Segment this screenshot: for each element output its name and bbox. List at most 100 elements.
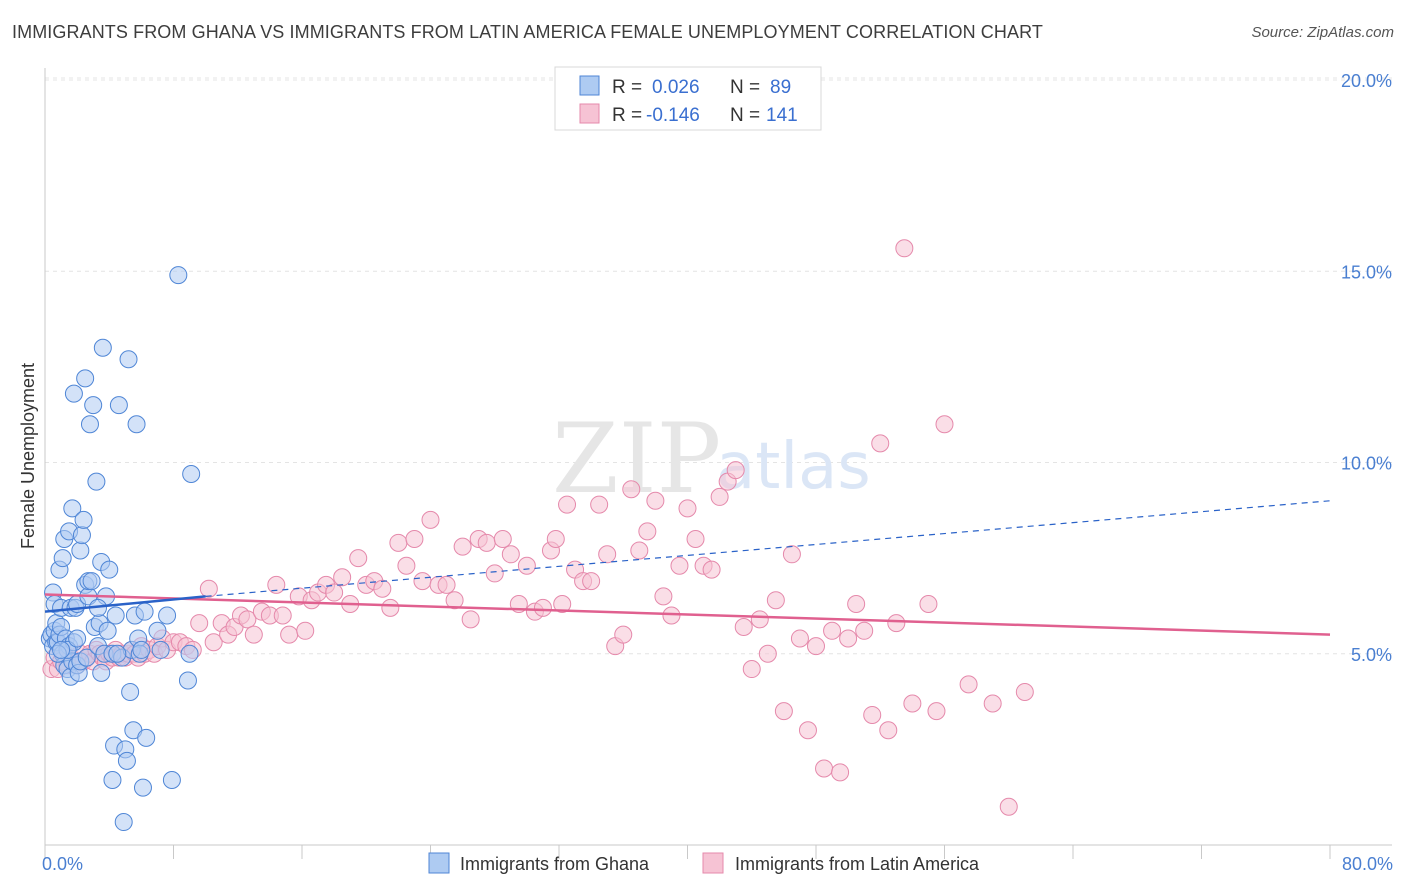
latam-point — [710, 487, 729, 506]
ghana-point — [84, 396, 103, 415]
latam-point — [485, 564, 504, 583]
ghana-point — [182, 464, 201, 483]
ghana-point — [109, 396, 128, 415]
ghana-point — [71, 541, 90, 560]
chart-title: IMMIGRANTS FROM GHANA VS IMMIGRANTS FROM… — [12, 22, 1043, 42]
ghana-point — [68, 629, 87, 648]
latam-point — [855, 621, 874, 640]
latam-point — [887, 614, 906, 633]
ticks-layer: 5.0% 10.0% 15.0% 20.0% 0.0% 80.0% — [42, 71, 1393, 874]
ghana-point — [52, 640, 71, 659]
ghana-point — [80, 415, 99, 434]
latam-point — [199, 579, 218, 598]
ghana-point — [64, 384, 83, 403]
latam-point — [678, 499, 697, 518]
ghana-point — [77, 648, 96, 667]
ghana-point — [178, 671, 197, 690]
latam-point — [863, 705, 882, 724]
ghana-point — [108, 644, 127, 663]
legend-ghana-n-value: 89 — [770, 77, 791, 98]
ghana-point — [169, 266, 188, 285]
ghana-point — [98, 621, 117, 640]
latam-point — [397, 556, 416, 575]
legend-latam-r-value: -0.146 — [646, 105, 700, 126]
latam-point — [558, 495, 577, 514]
bottom-legend-latam-label: Immigrants from Latin America — [735, 854, 980, 874]
latam-point — [349, 549, 368, 568]
ghana-point — [106, 606, 125, 625]
latam-point — [325, 583, 344, 602]
bottom-legend-swatch-ghana — [428, 852, 450, 874]
ghana-point — [119, 350, 138, 369]
latam-point — [798, 721, 817, 740]
latam-point — [421, 510, 440, 529]
latam-point — [273, 606, 292, 625]
latam-point — [204, 633, 223, 652]
ghana-point — [121, 683, 140, 701]
ghana-point — [148, 621, 167, 640]
ghana-point — [137, 728, 156, 747]
latam-point — [622, 480, 641, 499]
latam-point — [734, 617, 753, 636]
latam-point — [477, 533, 496, 552]
ghana-point — [76, 369, 95, 388]
latam-point — [750, 610, 769, 629]
latam-point — [662, 606, 681, 625]
legend-swatch-latam — [579, 103, 600, 124]
y-tick-label: 10.0% — [1341, 454, 1392, 474]
ghana-points — [40, 266, 201, 832]
latam-point — [831, 763, 850, 782]
ghana-trend-extension — [205, 500, 1331, 597]
latam-point — [790, 629, 809, 648]
ghana-point — [133, 778, 152, 797]
correlation-legend: R = 0.026 N = 89 R = -0.146 N = 141 — [554, 66, 822, 131]
latam-point — [405, 530, 424, 548]
latam-point — [879, 721, 898, 740]
ghana-point — [135, 602, 154, 621]
latam-trend-line — [44, 593, 1331, 636]
ghana-point — [53, 549, 72, 568]
legend-latam-n-value: 141 — [766, 105, 798, 126]
latam-point — [445, 591, 464, 610]
legend-latam-r-label: R = — [612, 105, 642, 126]
ghana-point — [103, 770, 122, 789]
latam-point — [919, 595, 938, 614]
ghana-point — [92, 663, 111, 682]
latam-point — [999, 797, 1018, 816]
latam-point — [935, 415, 954, 434]
latam-point — [903, 694, 922, 713]
x-tick-label: 0.0% — [42, 854, 83, 874]
latam-point — [296, 621, 315, 640]
latam-point — [670, 556, 689, 575]
latam-point — [493, 530, 512, 548]
legend-ghana-r-value: 0.026 — [652, 77, 700, 98]
latam-point — [437, 575, 456, 594]
latam-point — [823, 621, 842, 640]
latam-point — [742, 660, 761, 679]
ghana-point — [151, 640, 170, 659]
ghana-point — [117, 751, 136, 770]
latam-point — [413, 572, 432, 591]
latam-point — [983, 694, 1002, 713]
ghana-point — [127, 415, 146, 434]
ghana-point — [63, 499, 82, 518]
latam-point — [461, 610, 480, 629]
legend-latam-n-label: N = — [730, 105, 760, 126]
x-tick-label: 80.0% — [1342, 854, 1393, 874]
latam-point — [839, 629, 858, 648]
latam-point — [453, 537, 472, 556]
ghana-point — [100, 560, 119, 579]
latam-point — [630, 541, 649, 560]
latam-point — [590, 495, 609, 514]
latam-point — [533, 598, 552, 617]
latam-point — [614, 625, 633, 644]
latam-point — [267, 575, 286, 594]
latam-point — [895, 239, 914, 258]
latam-point — [766, 591, 785, 610]
latam-point — [782, 545, 801, 564]
latam-point — [959, 675, 978, 694]
y-axis-title: Female Unemployment — [18, 363, 38, 549]
ghana-point — [180, 644, 199, 663]
ghana-point — [82, 572, 101, 591]
